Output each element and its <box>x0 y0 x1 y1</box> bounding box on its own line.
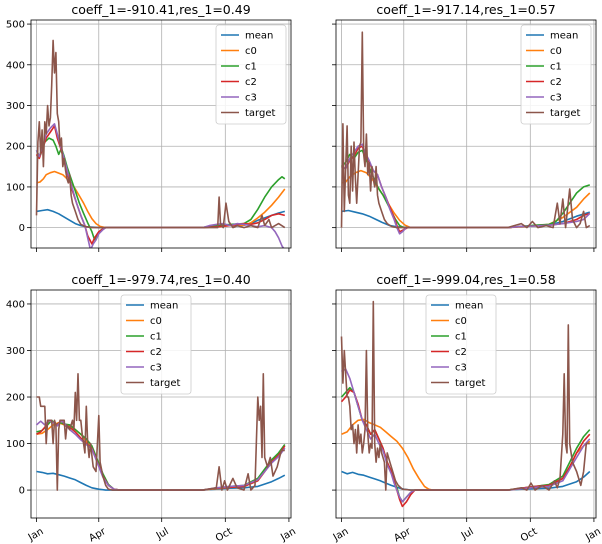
series-line-c1 <box>35 137 286 241</box>
legend: mean c0 c1 c2 c3 target <box>215 24 287 125</box>
legend-label: target <box>550 108 580 119</box>
legend-label: c0 <box>245 46 257 57</box>
subplot-1: coeff_1=-910.41,res_1=0.49 0 100 200 300 400 5… <box>6 2 292 252</box>
legend-label: target <box>150 378 180 389</box>
axes-frame <box>335 19 597 249</box>
legend-label: mean <box>245 31 273 42</box>
y-tick-label: 200 <box>6 142 25 153</box>
series-line-target <box>340 300 590 491</box>
legend-label: mean <box>550 31 578 42</box>
y-tick-label: 500 <box>6 20 25 31</box>
legend: mean c0 c1 c2 c3 target <box>520 24 592 125</box>
legend: mean c0 c1 c2 c3 target <box>425 294 497 395</box>
legend-label: c2 <box>455 347 467 358</box>
axes-frame <box>335 289 597 519</box>
legend-label: c3 <box>550 93 562 104</box>
legend-label: c0 <box>150 316 162 327</box>
legend-label: c1 <box>150 332 162 343</box>
legend-label: c3 <box>245 93 257 104</box>
legend-label: target <box>455 378 485 389</box>
axes-frame <box>30 19 292 249</box>
y-tick-label: 300 <box>6 346 25 357</box>
y-tick-label: 200 <box>6 393 25 404</box>
y-tick-label: 0 <box>19 223 25 234</box>
legend-label: mean <box>455 301 483 312</box>
legend-label: c3 <box>455 363 467 374</box>
legend-label: c2 <box>245 77 257 88</box>
plot-area <box>340 300 591 508</box>
subplot-title: coeff_1=-917.14,res_1=0.57 <box>376 2 555 17</box>
plot-area <box>340 31 591 235</box>
legend-label: mean <box>150 301 178 312</box>
series-line-target <box>35 39 286 229</box>
legend-label: c1 <box>245 62 257 73</box>
y-tick-label: 100 <box>6 182 25 193</box>
legend-label: c0 <box>550 46 562 57</box>
legend-label: c1 <box>455 332 467 343</box>
subplot-title: coeff_1=-979.74,res_1=0.40 <box>71 272 250 287</box>
series-line-target <box>340 31 591 229</box>
legend-label: c1 <box>550 62 562 73</box>
legend-label: target <box>245 108 275 119</box>
legend: mean c0 c1 c2 c3 target <box>120 294 192 395</box>
y-tick-label: 400 <box>6 60 25 71</box>
y-tick-label: 0 <box>19 486 25 497</box>
y-tick-label: 400 <box>6 299 25 310</box>
series-line-c3 <box>341 368 591 503</box>
axes-frame <box>30 289 292 519</box>
subplot-title: coeff_1=-999.04,res_1=0.58 <box>376 272 555 287</box>
plot-area <box>35 39 286 248</box>
legend-label: c0 <box>455 316 467 327</box>
legend-label: c3 <box>150 363 162 374</box>
series-line-target <box>36 373 285 491</box>
y-tick-label: 100 <box>6 439 25 450</box>
legend-label: c2 <box>550 77 562 88</box>
series-line-c0 <box>36 170 286 229</box>
subplot-title: coeff_1=-910.41,res_1=0.49 <box>71 2 250 17</box>
y-tick-label: 300 <box>6 101 25 112</box>
legend-label: c2 <box>150 347 162 358</box>
plot-area <box>35 373 286 491</box>
